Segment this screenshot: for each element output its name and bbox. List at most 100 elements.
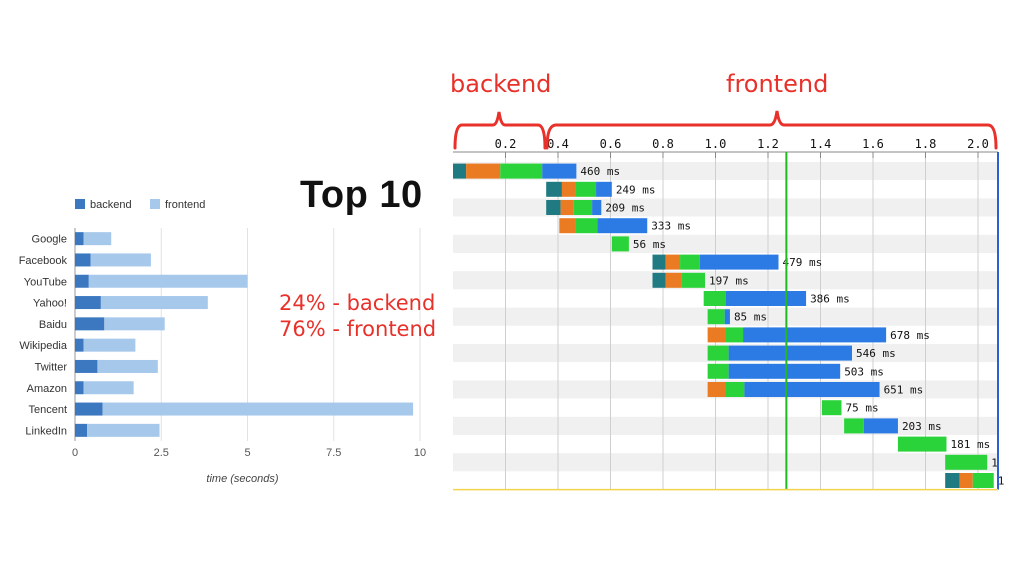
category-label: YouTube: [24, 276, 67, 288]
row-stripe: [453, 398, 998, 417]
top10-load-time-bar-chart: 0 2.5 5 7.5 10 Google Facebook YouTube Yahoo! Bai…: [19, 199, 426, 485]
legend-label-backend: backend: [90, 199, 132, 211]
duration-label: 56 ms: [633, 238, 666, 251]
row-stripe: [453, 234, 998, 253]
bar-backend: [75, 253, 91, 267]
bar-backend: [75, 423, 88, 437]
waterfall-segment-dns: [652, 272, 666, 288]
category-label: Twitter: [35, 361, 68, 373]
waterfall-segment-wait: [573, 200, 593, 215]
duration-label: 460 ms: [580, 165, 620, 178]
x-tick-label: 2.0: [967, 137, 989, 151]
row-stripe: [453, 453, 998, 472]
waterfall-segment-wait: [897, 436, 947, 452]
waterfall-segment-wait: [707, 309, 725, 325]
waterfall-segment-wait: [844, 418, 864, 434]
x-axis-label: time (seconds): [206, 473, 278, 485]
duration-label: 209 ms: [605, 202, 645, 215]
category-label: LinkedIn: [25, 425, 67, 437]
slide-title: Top 10: [300, 174, 423, 216]
bar-frontend: [97, 359, 158, 373]
x-tick-label: 0.4: [547, 137, 569, 151]
frontend-bracket: [545, 110, 998, 150]
x-tick-label: 2.5: [154, 447, 169, 459]
backend-bracket-label: backend: [450, 70, 552, 98]
bar-frontend: [83, 232, 112, 246]
waterfall-segment-wait: [707, 363, 729, 379]
frontend-bracket-label: frontend: [726, 70, 829, 98]
duration-label: 546 ms: [856, 347, 896, 360]
waterfall-segment-receive: [726, 291, 807, 306]
bar-backend: [75, 338, 84, 352]
waterfall-segment-wait: [575, 181, 597, 197]
category-label: Baidu: [39, 319, 67, 331]
waterfall-segment-connect: [560, 200, 574, 215]
bar-frontend: [102, 402, 414, 416]
row-stripe: [453, 162, 998, 181]
waterfall-segment-wait: [680, 254, 700, 270]
bar-backend: [75, 402, 103, 416]
row-stripe: [453, 180, 998, 199]
bar-backend: [75, 381, 84, 395]
waterfall-segment-wait: [575, 218, 598, 234]
waterfall-segment-dns: [652, 254, 666, 270]
bar-backend: [75, 274, 89, 288]
waterfall-segment-dns: [945, 473, 960, 488]
frontend-share-stat: 76% - frontend: [279, 317, 437, 341]
bar-frontend: [87, 423, 160, 437]
duration-label: 386 ms: [810, 293, 850, 306]
duration-label: 1: [998, 475, 1005, 488]
backend-share-stat: 24% - backend: [279, 291, 436, 315]
bar-frontend: [104, 317, 165, 331]
waterfall-segment-dns: [546, 181, 562, 197]
duration-label: 651 ms: [884, 384, 924, 397]
waterfall-segment-receive: [542, 163, 577, 179]
duration-label: 249 ms: [616, 183, 656, 196]
waterfall-segment-wait: [821, 400, 842, 416]
bar-backend: [75, 359, 98, 373]
waterfall-segment-wait: [945, 454, 988, 470]
waterfall-segment-receive: [596, 181, 612, 197]
waterfall-segment-connect: [665, 254, 681, 270]
waterfall-segment-connect: [559, 218, 576, 234]
waterfall-segment-connect: [561, 181, 576, 197]
category-label: Google: [32, 234, 67, 246]
waterfall-segment-connect: [466, 163, 501, 179]
bar-backend: [75, 296, 101, 310]
bar-frontend: [83, 338, 136, 352]
duration-label: 181 ms: [951, 438, 991, 451]
x-tick-label: 1.4: [810, 137, 832, 151]
backend-bracket: [453, 111, 547, 150]
x-tick-label: 0.6: [600, 137, 622, 151]
waterfall-segment-receive: [728, 363, 841, 379]
waterfall-segment-receive: [592, 200, 602, 215]
waterfall-segment-wait: [611, 236, 629, 252]
duration-label: 678 ms: [890, 329, 930, 342]
category-label: Wikipedia: [19, 340, 68, 352]
waterfall-segment-receive: [744, 382, 880, 397]
waterfall-segment-receive: [597, 218, 648, 234]
waterfall-segment-receive: [743, 327, 887, 343]
row-stripe: [453, 216, 998, 235]
x-tick-label: 7.5: [326, 447, 341, 459]
row-stripe: [453, 271, 998, 290]
duration-label: 479 ms: [783, 256, 823, 269]
waterfall-segment-connect: [665, 272, 682, 288]
waterfall-segment-wait: [972, 473, 994, 488]
waterfall-segment-dns: [546, 200, 561, 215]
bar-frontend: [88, 274, 248, 288]
duration-label: 1: [991, 456, 998, 469]
waterfall-segment-wait: [681, 272, 705, 288]
bar-frontend: [83, 381, 134, 395]
category-label: Tencent: [28, 404, 67, 416]
row-stripe: [453, 471, 998, 490]
waterfall-segment-wait: [703, 291, 726, 306]
x-tick-label: 1.6: [862, 137, 884, 151]
duration-label: 197 ms: [709, 274, 749, 287]
waterfall-segment-connect: [707, 382, 726, 397]
x-tick-label: 10: [414, 447, 426, 459]
legend-label-frontend: frontend: [165, 199, 205, 211]
x-tick-label: 1.8: [915, 137, 937, 151]
waterfall-segment-receive: [699, 254, 779, 270]
row-stripe: [453, 435, 998, 454]
